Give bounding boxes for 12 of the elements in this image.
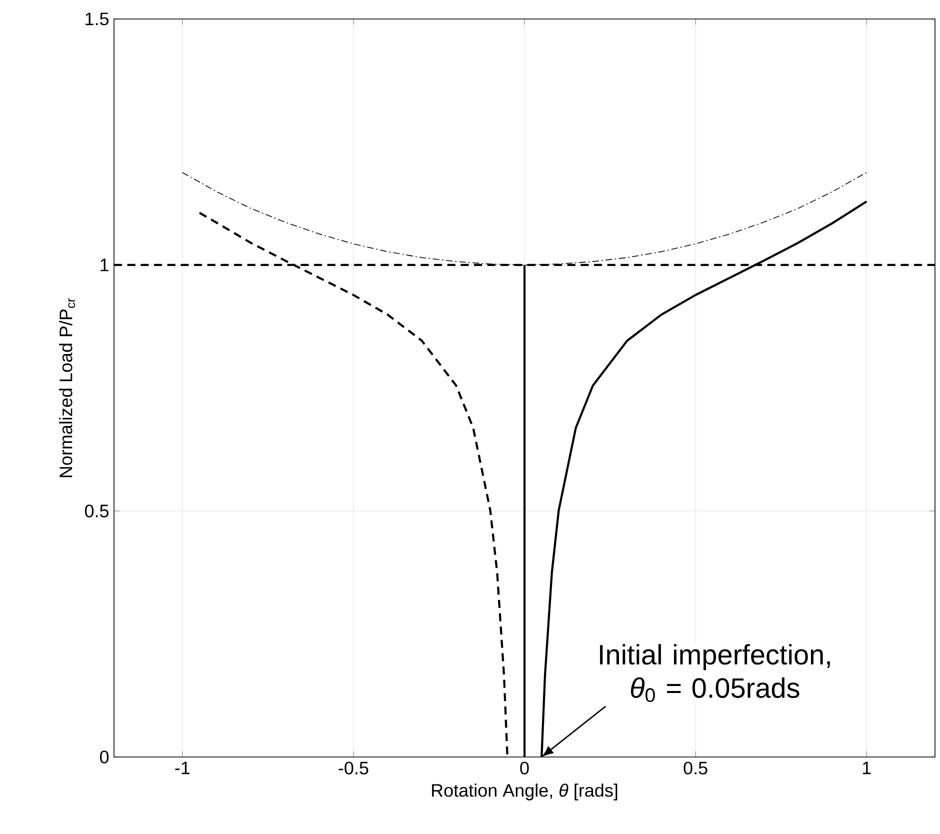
x-tick-label: 0	[520, 762, 529, 774]
x-tick-label: 0.5	[684, 762, 708, 774]
y-tick-label: 0.5	[84, 504, 109, 518]
y-tick-label: 1.5	[86, 12, 109, 26]
annotation: Initial imperfection, θ$_{0}$ = 0.05rads	[600, 644, 830, 702]
x-tick-label: 1	[862, 762, 871, 774]
x-axis-title: Rotation Angle, θ [rads]	[432, 784, 618, 800]
x-tick-label: -1	[175, 762, 190, 774]
y-tick-label: 1	[100, 258, 108, 272]
y-tick-label: 0	[100, 750, 109, 764]
x-tick-label: -0.5	[338, 762, 368, 774]
y-axis-title: Normalized Load P/P$_{cr}$	[59, 298, 76, 478]
